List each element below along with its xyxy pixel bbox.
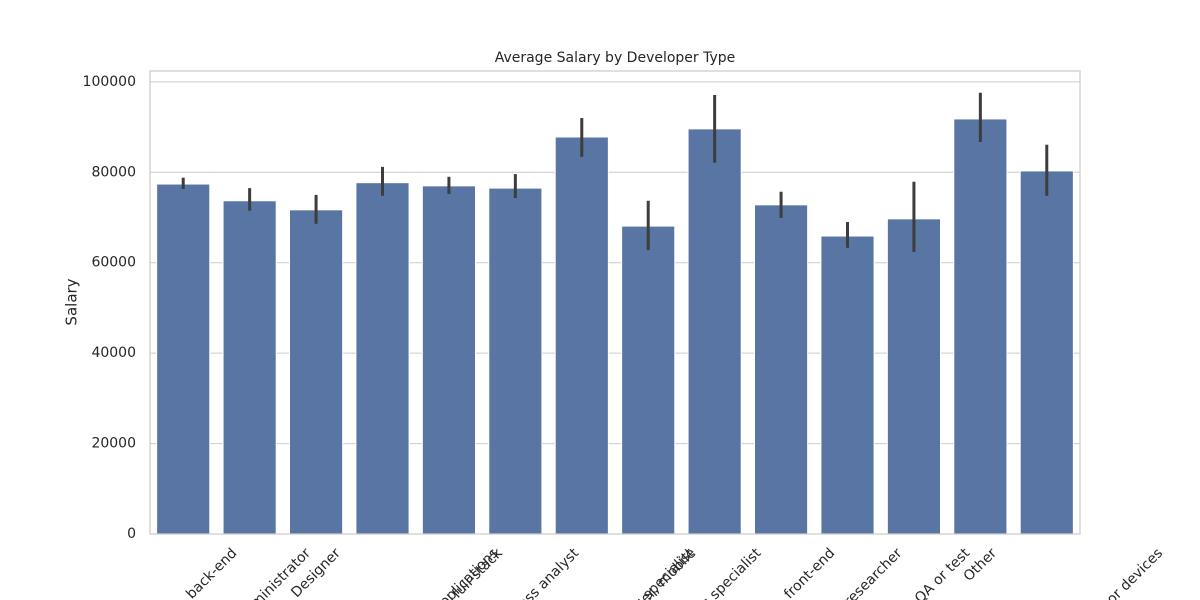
bar [886, 218, 941, 535]
y-tick-label: 20000 [91, 436, 136, 452]
bar [621, 225, 676, 535]
y-tick-label: 40000 [91, 345, 136, 361]
bar [488, 187, 543, 535]
bar [222, 200, 277, 535]
bar [289, 209, 344, 535]
y-tick-label: 80000 [91, 164, 136, 180]
y-tick-label: 100000 [83, 74, 136, 90]
bar [953, 118, 1008, 535]
y-tick-label: 0 [127, 526, 136, 542]
bar [554, 136, 609, 535]
x-tick-label: Developer, full-stack [392, 545, 506, 600]
y-axis-label: Salary [63, 278, 81, 325]
bar [1019, 170, 1074, 535]
x-tick-label: Developer, mobile [597, 545, 699, 600]
y-tick-label: 60000 [91, 255, 136, 271]
bar [820, 235, 875, 535]
bar [687, 128, 742, 535]
chart-title: Average Salary by Developer Type [495, 50, 736, 66]
bar [754, 204, 809, 535]
bar [355, 182, 410, 535]
plot-frame [149, 70, 1081, 535]
bar [421, 185, 477, 535]
bar [156, 183, 211, 535]
x-tick-label: Developer, back-end [126, 545, 240, 600]
